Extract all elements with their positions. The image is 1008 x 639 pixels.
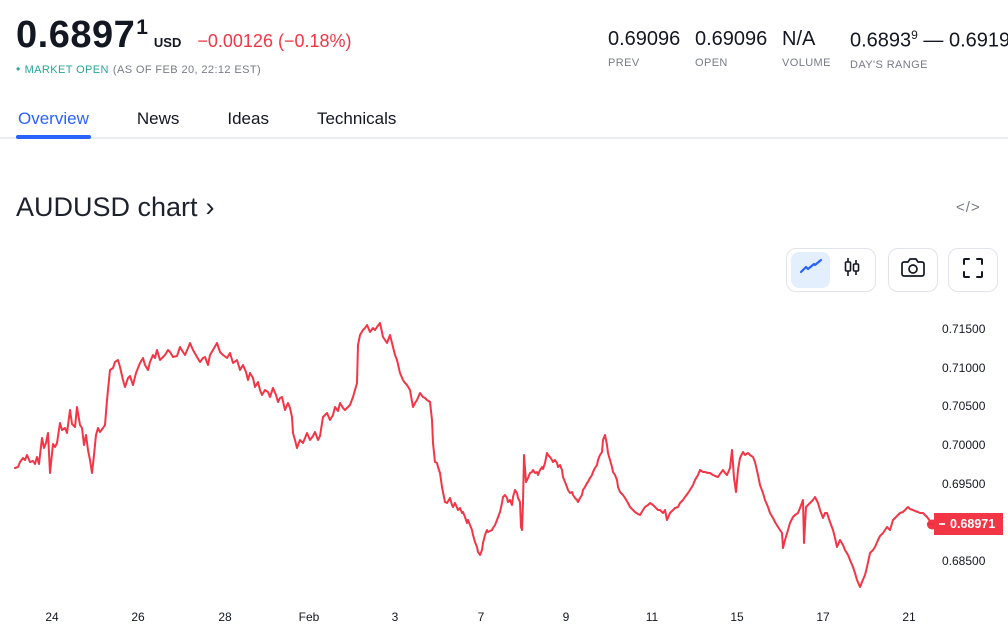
section-tabbar: Overview News Ideas Technicals — [0, 100, 1008, 139]
market-status: • MARKET OPEN (AS OF FEB 20, 22:12 EST) — [16, 62, 261, 76]
price-line-series — [14, 322, 933, 588]
stat-prev-value: 0.69096 — [608, 28, 681, 50]
camera-icon — [900, 256, 926, 285]
price-tag-value: 0.68971 — [934, 513, 1004, 535]
x-axis-label: 7 — [477, 610, 485, 624]
stat-volume-label: VOLUME — [782, 57, 831, 69]
tab-technicals[interactable]: Technicals — [316, 108, 397, 128]
y-axis-label: 0.68500 — [942, 554, 986, 568]
y-axis-label: 0.71500 — [942, 322, 986, 336]
x-axis-label: 17 — [816, 610, 830, 624]
fullscreen-button[interactable] — [948, 248, 998, 292]
stat-volume: N/A VOLUME — [782, 28, 831, 69]
y-axis-label: 0.69500 — [942, 477, 986, 491]
y-axis-label: 0.71000 — [942, 361, 986, 375]
x-axis-label: 24 — [45, 610, 59, 624]
chevron-right-icon: › — [205, 192, 215, 222]
price-tag-connector — [927, 523, 934, 525]
stat-days-range-label: DAY'S RANGE — [850, 58, 928, 71]
market-open-dot-icon: • — [16, 62, 21, 76]
candles-chart-button[interactable] — [832, 252, 871, 288]
candlesticks-icon — [841, 256, 863, 285]
tab-news[interactable]: News — [136, 108, 180, 128]
x-axis-label: 15 — [730, 610, 744, 624]
stat-prev: 0.69096 PREV — [608, 28, 680, 69]
stat-prev-label: PREV — [608, 57, 640, 69]
chart-type-toggle — [786, 248, 876, 292]
stat-volume-value: N/A — [782, 28, 816, 50]
stat-open: 0.69096 OPEN — [695, 28, 767, 69]
tab-ideas[interactable]: Ideas — [227, 108, 269, 128]
tab-overview[interactable]: Overview — [16, 100, 91, 139]
line-chart-icon — [798, 257, 824, 284]
stat-days-range: 0.68939 — 0.69194 DAY'S RANGE — [850, 28, 1008, 71]
x-axis-label: 3 — [391, 610, 399, 624]
fullscreen-icon — [961, 256, 985, 285]
market-status-asof: (AS OF FEB 20, 22:12 EST) — [112, 64, 262, 76]
last-price-superscript: 1 — [136, 16, 148, 39]
x-axis-label: Feb — [298, 610, 320, 624]
embed-code-icon[interactable]: </> — [956, 199, 981, 216]
currency-label: USD — [153, 35, 182, 50]
market-status-label: MARKET OPEN — [24, 64, 109, 76]
x-axis-label: 26 — [131, 610, 145, 624]
snapshot-button[interactable] — [888, 248, 938, 292]
last-price: 0.6897 — [16, 14, 136, 56]
chart-section-title[interactable]: AUDUSD chart › — [16, 192, 215, 223]
x-axis-label: 21 — [902, 610, 916, 624]
price-change: −0.00126 (−0.18%) — [197, 31, 352, 51]
stat-open-label: OPEN — [695, 57, 728, 69]
x-axis-label: 9 — [562, 610, 570, 624]
x-axis-label: 11 — [645, 610, 659, 624]
y-axis-label: 0.70500 — [942, 399, 986, 413]
line-chart-button[interactable] — [791, 252, 830, 288]
stat-days-range-value: 0.68939 — 0.69194 — [850, 28, 1008, 52]
stat-open-value: 0.69096 — [695, 28, 768, 50]
y-axis-label: 0.70000 — [942, 438, 986, 452]
last-price-axis-tag: 0.68971 — [927, 513, 1004, 535]
x-axis-label: 28 — [218, 610, 232, 624]
page-title: AUDUSD chart — [16, 192, 198, 222]
price-header: 0.6897 1 USD −0.00126 (−0.18%) — [16, 14, 352, 57]
